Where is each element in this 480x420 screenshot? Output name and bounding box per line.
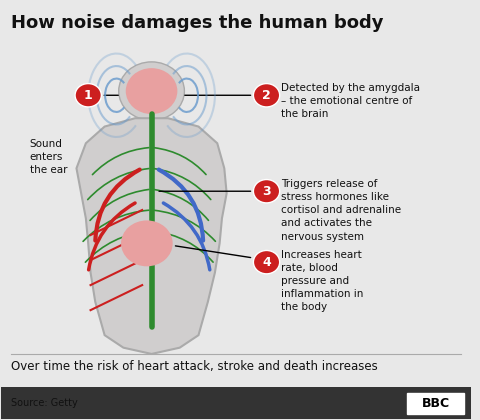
Text: 4: 4 (262, 256, 271, 269)
Text: Source: Getty: Source: Getty (11, 398, 78, 408)
Text: Triggers release of
stress hormones like
cortisol and adrenaline
and activates t: Triggers release of stress hormones like… (281, 178, 401, 242)
Text: How noise damages the human body: How noise damages the human body (11, 14, 383, 32)
FancyBboxPatch shape (408, 393, 464, 414)
Circle shape (253, 179, 280, 203)
Text: Over time the risk of heart attack, stroke and death increases: Over time the risk of heart attack, stro… (11, 360, 378, 373)
Text: Increases heart
rate, blood
pressure and
inflammation in
the body: Increases heart rate, blood pressure and… (281, 249, 363, 312)
Circle shape (126, 68, 178, 114)
Text: BBC: BBC (421, 396, 450, 410)
Text: 3: 3 (262, 185, 271, 198)
Polygon shape (76, 118, 227, 354)
Circle shape (75, 84, 101, 107)
Circle shape (121, 220, 173, 266)
Text: 1: 1 (84, 89, 93, 102)
FancyBboxPatch shape (1, 387, 471, 419)
Circle shape (253, 250, 280, 274)
Text: Detected by the amygdala
– the emotional centre of
the brain: Detected by the amygdala – the emotional… (281, 83, 420, 119)
Text: 2: 2 (262, 89, 271, 102)
Circle shape (253, 84, 280, 107)
Text: Sound
enters
the ear: Sound enters the ear (30, 139, 67, 176)
Circle shape (119, 62, 184, 120)
